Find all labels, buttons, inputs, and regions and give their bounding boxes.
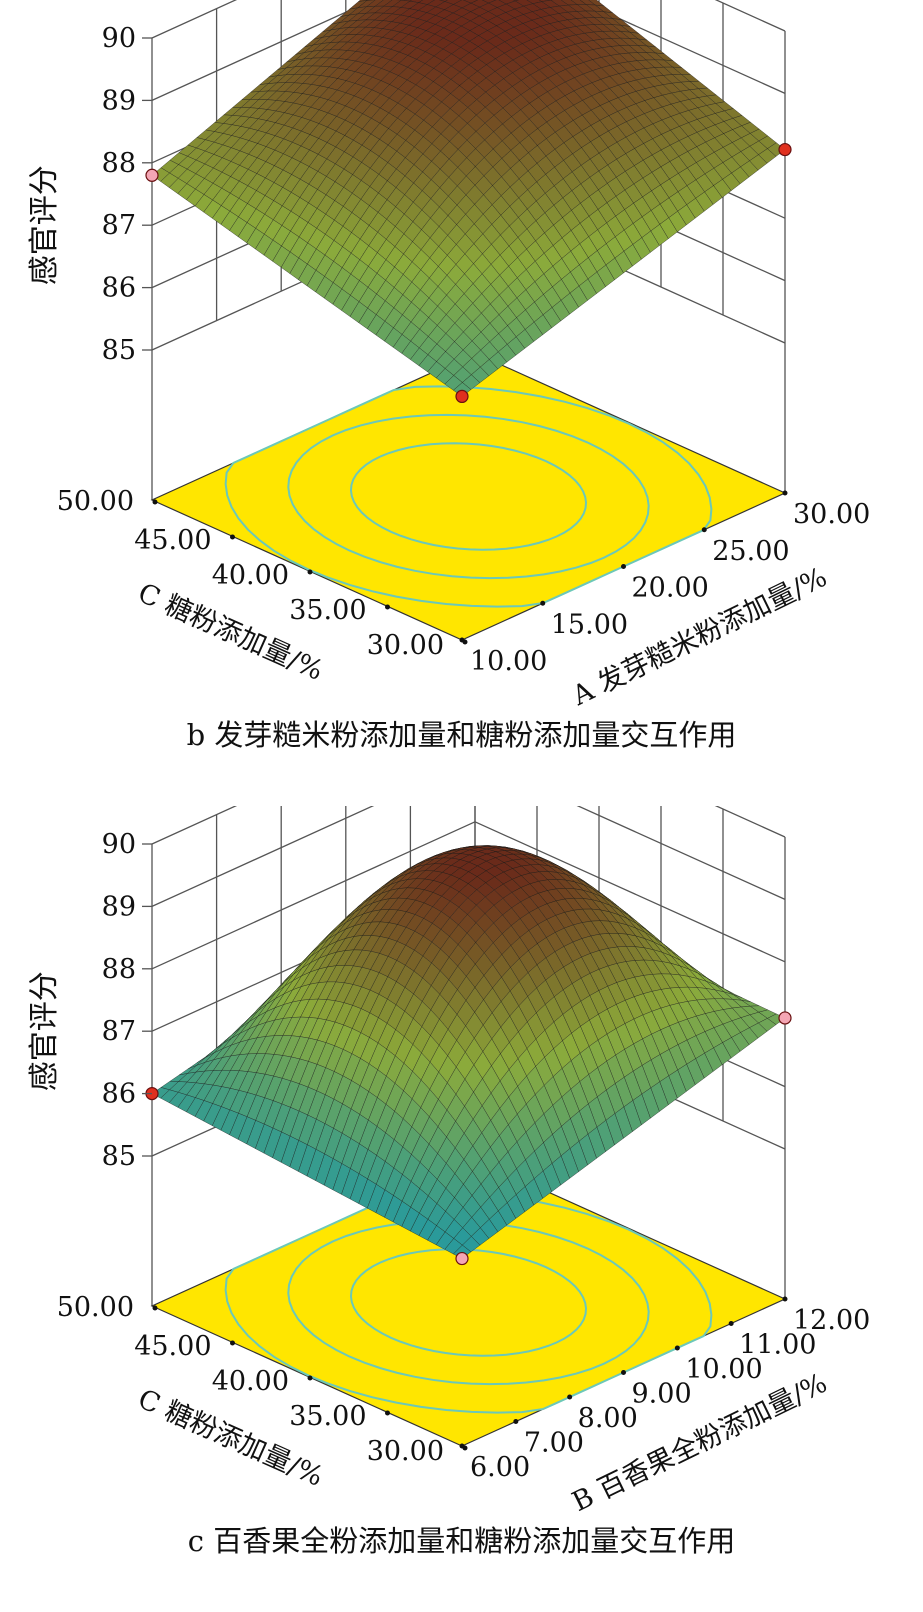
left-tick-label: 35.00 <box>289 1401 366 1432</box>
surface-plot-b: 858687888990感官评分50.0045.0040.0035.0030.0… <box>27 0 870 710</box>
left-tick <box>230 1340 235 1346</box>
z-tick-label: 89 <box>102 891 136 922</box>
design-points <box>145 142 792 403</box>
contour-line <box>349 442 588 551</box>
z-tick-label: 90 <box>102 829 136 860</box>
left-tick-label: 45.00 <box>134 525 211 556</box>
z-tick-label: 90 <box>102 23 136 54</box>
caption-b: b 发芽糙米粉添加量和糖粉添加量交互作用 <box>186 718 737 752</box>
contour-line <box>287 413 650 580</box>
left-tick <box>152 1305 158 1311</box>
right-tick-label: 10.00 <box>470 646 547 677</box>
z-tick-label: 88 <box>102 148 136 179</box>
wall-gridline <box>151 0 786 101</box>
right-tick-label: 30.00 <box>793 499 870 530</box>
left-tick <box>307 1375 313 1381</box>
contour-line <box>349 1248 588 1357</box>
left-axis-title: C 糖粉添加量/% <box>133 578 327 687</box>
z-tick-label: 86 <box>102 273 136 304</box>
wall-gridline <box>151 806 786 907</box>
z-axis-title: 感官评分 <box>27 971 62 1091</box>
left-axis-title: C 糖粉添加量/% <box>133 1384 327 1493</box>
right-axis-title: B 百香果全粉添加量/% <box>568 1368 833 1516</box>
right-tick <box>728 1321 734 1326</box>
surface-plot-c: 85 86 87 88 89 90 感官评分 50.0045.0040.0035.0030.0… <box>27 806 870 1516</box>
z-tick-label: 87 <box>102 210 136 241</box>
left-tick-label: 45.00 <box>134 1331 211 1362</box>
right-tick <box>782 1296 788 1302</box>
left-tick-label: 40.00 <box>212 1366 289 1397</box>
left-tick <box>385 1410 390 1416</box>
z-tick-label: 85 <box>102 335 136 366</box>
left-tick-label: 35.00 <box>289 595 366 626</box>
right-tick-label: 10.00 <box>685 1354 762 1385</box>
z-axis-title: 感官评分 <box>27 165 62 285</box>
left-tick-label: 40.00 <box>212 560 289 591</box>
response-surface <box>151 0 786 397</box>
right-tick <box>701 527 707 533</box>
z-axis: 85 86 87 88 89 90 <box>102 23 152 366</box>
right-tick <box>513 1419 519 1424</box>
design-point <box>455 389 469 403</box>
surface-facet <box>439 0 448 2</box>
right-tick <box>621 564 626 569</box>
right-tick-label: 25.00 <box>712 536 789 567</box>
left-tick-label: 50.00 <box>57 1292 134 1323</box>
left-tick <box>152 499 158 505</box>
right-tick <box>782 490 788 496</box>
z-tick-label: 89 <box>102 85 136 116</box>
right-tick <box>674 1345 680 1351</box>
right-tick <box>459 637 465 643</box>
left-tick <box>385 604 390 610</box>
right-tick <box>540 600 546 606</box>
right-tick-label: 12.00 <box>793 1305 870 1336</box>
left-tick-label: 30.00 <box>367 1436 444 1467</box>
design-point <box>778 142 792 157</box>
z-tick-label: 86 <box>102 1079 136 1110</box>
right-tick-label: 6.00 <box>470 1452 530 1483</box>
right-tick <box>459 1443 465 1449</box>
design-point <box>145 168 159 182</box>
design-point <box>455 1251 469 1266</box>
response-surface <box>151 845 786 1259</box>
left-tick-label: 50.00 <box>57 486 134 517</box>
right-tick-label: 11.00 <box>739 1330 816 1361</box>
right-tick-label: 9.00 <box>632 1379 692 1410</box>
z-tick-label: 85 <box>102 1141 136 1172</box>
right-tick-label: 7.00 <box>524 1428 584 1459</box>
design-point <box>778 1011 792 1025</box>
z-axis: 85 86 87 88 89 90 <box>102 829 152 1172</box>
caption-c: c 百香果全粉添加量和糖粉添加量交互作用 <box>187 1524 736 1558</box>
left-tick-label: 30.00 <box>367 630 444 661</box>
z-tick-label: 88 <box>102 954 136 985</box>
right-tick <box>567 1394 573 1400</box>
panel-b: 85 86 87 88 89 90 感官评分 50.00 45.00 40.00 35.00 30.0… <box>27 0 870 752</box>
left-tick <box>307 569 313 575</box>
left-tick <box>230 534 235 540</box>
right-tick-label: 15.00 <box>551 609 628 640</box>
right-tick <box>621 1370 626 1375</box>
z-tick-label: 87 <box>102 1016 136 1047</box>
right-tick-label: 20.00 <box>632 573 709 604</box>
right-tick-label: 8.00 <box>578 1403 638 1434</box>
panel-c: 85 86 87 88 89 90 感官评分 50.00 45.00 40.00 35.00 30.0… <box>0 806 923 1612</box>
